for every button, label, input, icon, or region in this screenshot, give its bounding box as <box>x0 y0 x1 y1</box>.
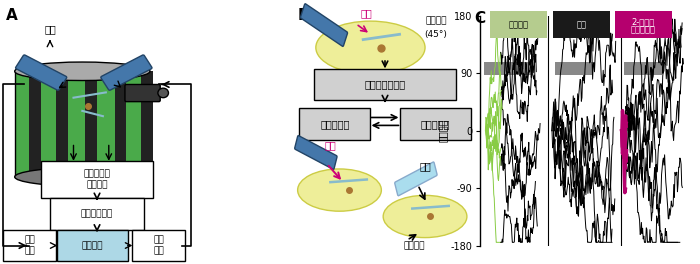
FancyBboxPatch shape <box>15 55 66 90</box>
Text: 匂い: 匂い <box>325 140 336 150</box>
Text: 匂い空間外: 匂い空間外 <box>421 119 449 129</box>
Text: コンピュータ: コンピュータ <box>81 209 113 218</box>
Text: 羽ばたきの: 羽ばたきの <box>83 170 111 179</box>
FancyBboxPatch shape <box>41 161 153 198</box>
Text: リンゴ酢: リンゴ酢 <box>509 21 528 30</box>
FancyBboxPatch shape <box>395 162 437 196</box>
FancyBboxPatch shape <box>125 84 160 102</box>
Text: A: A <box>6 8 18 23</box>
Bar <box>15 71 150 177</box>
Bar <box>141 71 153 177</box>
Text: 匂い: 匂い <box>361 8 372 18</box>
Ellipse shape <box>15 62 150 81</box>
Text: 刺激: 刺激 <box>24 246 35 255</box>
FancyBboxPatch shape <box>50 198 144 230</box>
Text: 刺激: 刺激 <box>153 246 164 255</box>
Text: 匂い空間内: 匂い空間内 <box>321 119 349 129</box>
Text: 2-メチル: 2-メチル <box>631 17 655 26</box>
Circle shape <box>158 88 169 98</box>
Text: 嗅覚: 嗅覚 <box>24 236 35 245</box>
Bar <box>624 62 662 74</box>
Bar <box>484 62 533 74</box>
Ellipse shape <box>383 195 467 238</box>
Bar <box>555 62 593 74</box>
Bar <box>85 71 97 177</box>
Text: (45°): (45°) <box>424 30 447 39</box>
Y-axis label: 飛行方向: 飛行方向 <box>438 119 448 143</box>
Text: 匂い: 匂い <box>44 24 56 34</box>
FancyBboxPatch shape <box>295 136 337 169</box>
Bar <box>115 71 127 177</box>
FancyBboxPatch shape <box>300 108 370 140</box>
Text: C: C <box>474 11 485 26</box>
FancyBboxPatch shape <box>57 230 128 261</box>
FancyBboxPatch shape <box>400 108 470 140</box>
Ellipse shape <box>298 169 382 211</box>
Ellipse shape <box>15 168 150 186</box>
FancyBboxPatch shape <box>314 69 456 100</box>
Text: 空気: 空気 <box>419 161 431 171</box>
Text: 匂い空間: 匂い空間 <box>425 17 447 26</box>
FancyBboxPatch shape <box>300 4 347 46</box>
Text: 飛行方向: 飛行方向 <box>82 241 104 250</box>
Text: B: B <box>298 8 309 23</box>
Text: 音データ: 音データ <box>86 180 108 189</box>
FancyBboxPatch shape <box>3 230 56 261</box>
Bar <box>29 71 41 177</box>
Bar <box>56 71 68 177</box>
Ellipse shape <box>316 21 425 74</box>
Text: 空気: 空気 <box>577 21 587 30</box>
Text: 視覚: 視覚 <box>153 236 164 245</box>
FancyBboxPatch shape <box>132 230 186 261</box>
Text: トライアル開始: トライアル開始 <box>365 79 405 89</box>
FancyBboxPatch shape <box>101 55 152 90</box>
Text: 飛行方向: 飛行方向 <box>403 241 425 250</box>
Text: フェノール: フェノール <box>631 25 656 34</box>
